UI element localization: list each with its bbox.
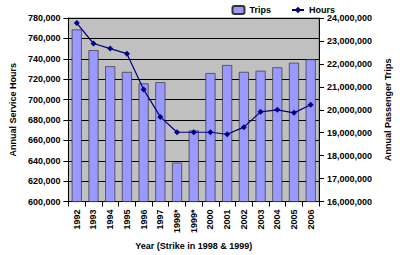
svg-text:2006: 2006 (306, 210, 316, 230)
svg-text:740,000: 740,000 (28, 54, 61, 64)
svg-text:1995: 1995 (122, 210, 132, 230)
svg-text:760,000: 760,000 (28, 33, 61, 43)
svg-text:2005: 2005 (289, 210, 299, 230)
svg-text:2003: 2003 (256, 210, 266, 230)
svg-text:18,000,000: 18,000,000 (327, 151, 372, 161)
svg-text:23,000,000: 23,000,000 (327, 36, 372, 46)
svg-text:Annual Passenger Trips: Annual Passenger Trips (383, 59, 393, 162)
svg-text:21,000,000: 21,000,000 (327, 82, 372, 92)
svg-text:Hours: Hours (309, 5, 335, 15)
svg-text:680,000: 680,000 (28, 115, 61, 125)
svg-text:2001: 2001 (222, 210, 232, 230)
svg-text:780,000: 780,000 (28, 13, 61, 23)
svg-text:1992: 1992 (72, 210, 82, 230)
svg-text:2000: 2000 (205, 210, 215, 230)
svg-text:700,000: 700,000 (28, 95, 61, 105)
svg-text:600,000: 600,000 (28, 197, 61, 207)
svg-text:24,000,000: 24,000,000 (327, 13, 373, 23)
svg-text:620,000: 620,000 (28, 176, 61, 186)
svg-text:660,000: 660,000 (28, 135, 61, 145)
svg-text:19,000,000: 19,000,000 (327, 128, 372, 138)
svg-text:Annual Service Hours: Annual Service Hours (8, 63, 18, 157)
svg-text:20,000,000: 20,000,000 (327, 105, 372, 115)
svg-text:1998*: 1998* (172, 209, 182, 233)
svg-text:16,000,000: 16,000,000 (327, 197, 372, 207)
svg-text:2002: 2002 (239, 210, 249, 230)
svg-text:1993: 1993 (88, 210, 98, 230)
svg-text:Year (Strike in 1998 & 1999): Year (Strike in 1998 & 1999) (135, 241, 252, 251)
svg-text:Trips: Trips (249, 5, 271, 15)
svg-text:1996: 1996 (139, 210, 149, 230)
svg-text:1997: 1997 (155, 210, 165, 230)
svg-text:640,000: 640,000 (28, 156, 61, 166)
svg-text:1999*: 1999* (189, 209, 199, 233)
svg-text:1994: 1994 (105, 210, 115, 230)
svg-text:720,000: 720,000 (28, 74, 61, 84)
svg-text:17,000,000: 17,000,000 (327, 174, 372, 184)
svg-text:2004: 2004 (272, 210, 282, 230)
svg-text:22,000,000: 22,000,000 (327, 59, 372, 69)
